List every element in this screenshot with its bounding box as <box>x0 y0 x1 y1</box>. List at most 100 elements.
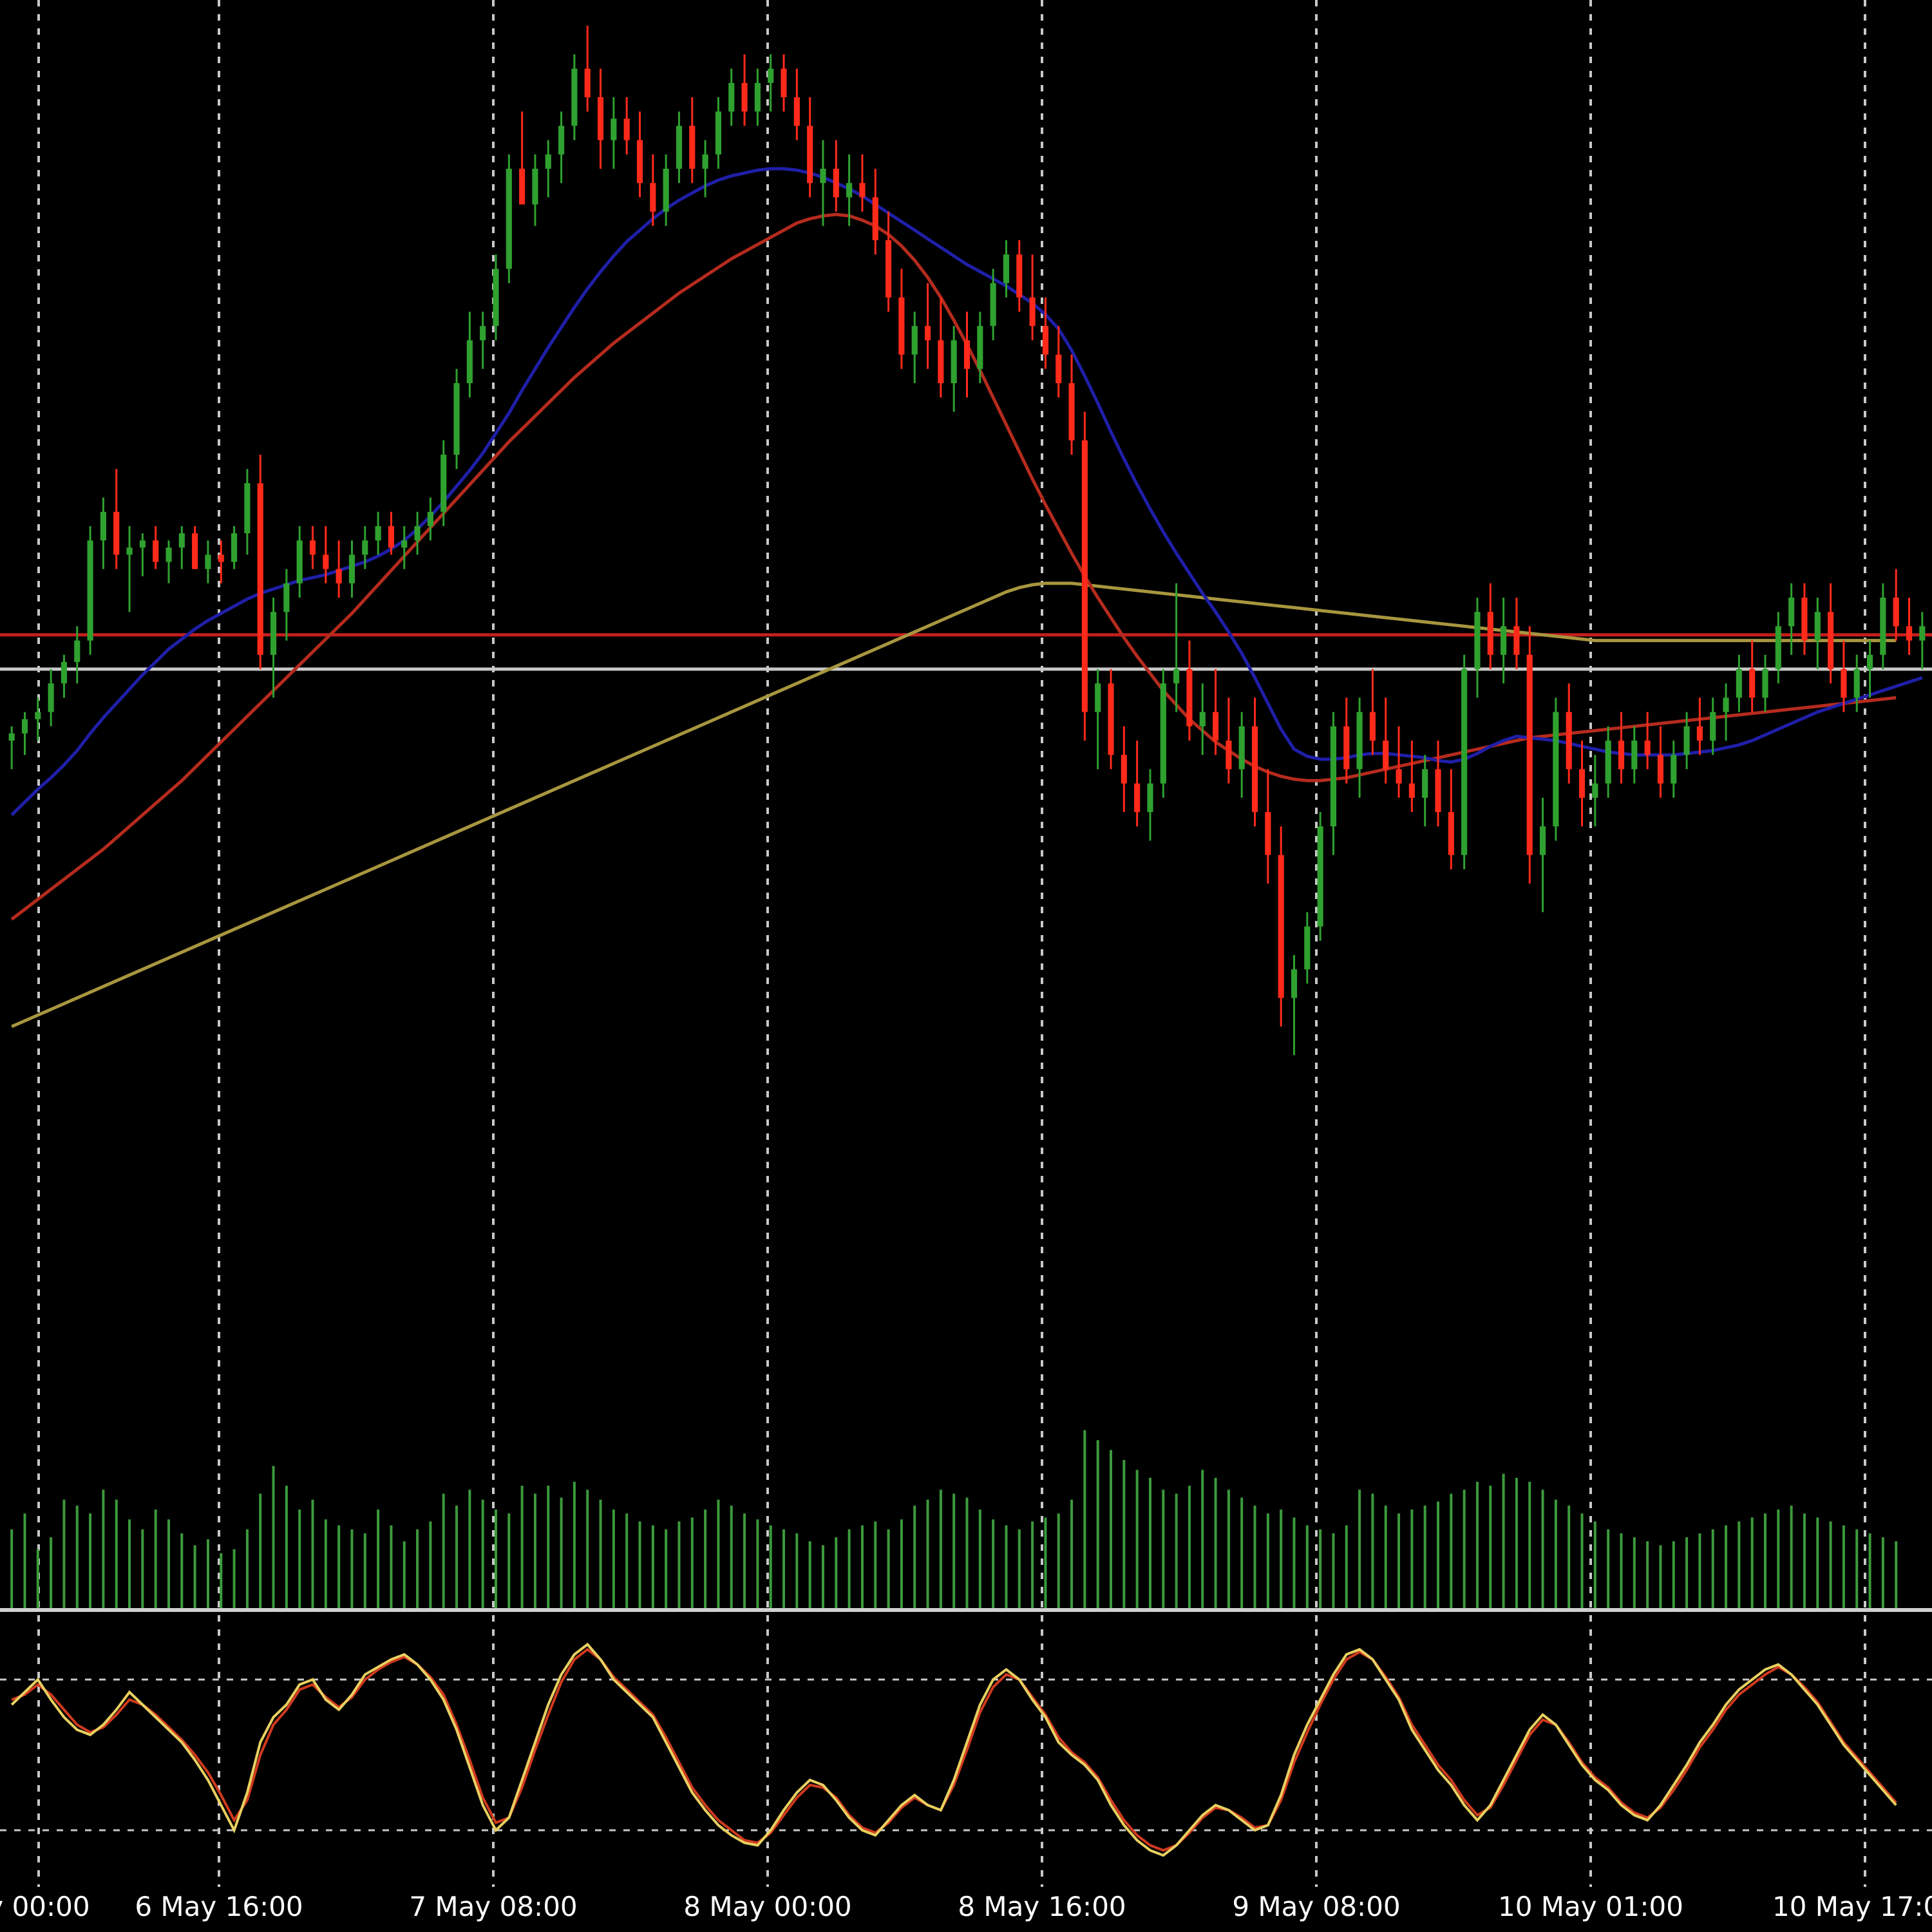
candle-body-1 <box>21 719 28 734</box>
candle-body-25 <box>336 569 342 583</box>
candle-body-85 <box>1121 755 1127 784</box>
candle-body-93 <box>1226 741 1232 770</box>
stoch-signal-line <box>11 1647 1897 1852</box>
candle-body-99 <box>1304 926 1311 970</box>
candle-body-100 <box>1317 826 1323 927</box>
candle-body-97 <box>1278 855 1284 998</box>
candle-body-43 <box>571 68 578 126</box>
candle-body-112 <box>1474 612 1481 669</box>
candle-body-139 <box>1828 612 1834 669</box>
candle-body-16 <box>218 554 224 562</box>
candle-body-40 <box>532 169 538 205</box>
candle-body-29 <box>388 526 395 548</box>
candle-body-17 <box>231 533 238 562</box>
candle-body-44 <box>584 68 591 97</box>
candle-body-2 <box>35 712 41 719</box>
price-level-lines <box>0 633 1932 671</box>
candle-body-88 <box>1160 683 1166 784</box>
candle-body-37 <box>493 269 499 327</box>
candle-body-69 <box>911 326 918 355</box>
candle-body-90 <box>1186 669 1193 726</box>
candle-body-83 <box>1095 683 1101 712</box>
candlestick-series <box>8 26 1926 1056</box>
candle-body-14 <box>192 533 198 569</box>
candle-body-21 <box>283 583 290 612</box>
candle-body-87 <box>1147 783 1153 812</box>
candle-body-71 <box>938 340 944 383</box>
candle-body-63 <box>833 169 839 198</box>
candle-body-30 <box>401 540 408 548</box>
candle-body-8 <box>113 511 120 555</box>
candle-body-77 <box>1016 254 1023 298</box>
candle-body-116 <box>1526 654 1533 855</box>
candle-body-19 <box>257 483 263 655</box>
candle-body-86 <box>1134 783 1141 812</box>
candle-body-11 <box>153 540 159 562</box>
candle-body-75 <box>990 283 996 327</box>
candle-body-117 <box>1539 826 1546 855</box>
candle-body-134 <box>1762 669 1768 698</box>
candle-body-38 <box>506 169 512 269</box>
candle-body-108 <box>1422 769 1428 798</box>
candle-body-45 <box>597 97 604 140</box>
candle-body-135 <box>1775 626 1781 669</box>
x-axis-label-5: 9 May 08:00 <box>1232 1891 1400 1922</box>
candle-body-143 <box>1880 598 1886 655</box>
candle-body-106 <box>1396 769 1402 784</box>
candle-body-65 <box>859 183 866 198</box>
candle-body-47 <box>623 118 630 140</box>
candle-body-141 <box>1853 669 1860 698</box>
candle-body-76 <box>1003 254 1010 283</box>
candle-body-56 <box>741 82 748 112</box>
candle-body-22 <box>296 540 303 583</box>
candle-body-60 <box>793 97 800 126</box>
candle-body-103 <box>1356 712 1363 770</box>
candle-body-27 <box>362 540 368 555</box>
candle-body-52 <box>689 126 696 169</box>
candle-body-70 <box>924 326 931 341</box>
candle-body-23 <box>309 540 316 555</box>
candle-body-67 <box>886 240 892 298</box>
moving-averages <box>10 167 1923 1028</box>
candle-body-120 <box>1578 769 1586 798</box>
candle-body-49 <box>650 183 656 212</box>
candle-body-59 <box>781 68 787 97</box>
candle-body-35 <box>466 340 473 383</box>
ma-mid-line <box>10 213 1897 921</box>
candle-body-91 <box>1199 712 1206 726</box>
candle-body-109 <box>1435 769 1441 812</box>
candle-body-48 <box>636 140 643 184</box>
candle-body-58 <box>768 68 774 83</box>
candle-body-125 <box>1644 741 1651 755</box>
candle-body-66 <box>872 197 878 240</box>
candle-body-5 <box>74 640 80 662</box>
candle-body-61 <box>807 126 813 184</box>
candle-body-68 <box>898 297 905 355</box>
candle-body-24 <box>323 554 329 569</box>
candle-body-127 <box>1671 755 1677 784</box>
candle-body-138 <box>1814 612 1821 641</box>
candle-body-130 <box>1710 712 1716 741</box>
candle-body-104 <box>1369 712 1376 741</box>
candle-body-131 <box>1723 697 1729 712</box>
candle-body-36 <box>480 326 486 341</box>
candle-body-145 <box>1906 626 1913 641</box>
candle-body-144 <box>1893 598 1899 627</box>
candle-body-41 <box>545 154 551 169</box>
candle-body-28 <box>375 526 381 541</box>
candle-body-121 <box>1592 783 1598 798</box>
candle-body-137 <box>1801 598 1808 641</box>
candle-body-119 <box>1566 712 1572 770</box>
candle-body-126 <box>1657 755 1664 784</box>
candle-body-7 <box>100 511 106 541</box>
x-axis-label-7: 10 May 17:00 <box>1772 1891 1932 1922</box>
candle-body-81 <box>1068 383 1075 440</box>
candle-body-92 <box>1213 712 1219 741</box>
candle-body-4 <box>61 661 68 684</box>
ma-fast-line <box>10 167 1923 817</box>
candle-body-18 <box>244 483 251 534</box>
candle-body-133 <box>1749 669 1756 698</box>
candle-body-89 <box>1173 669 1180 684</box>
candle-body-31 <box>414 526 421 541</box>
